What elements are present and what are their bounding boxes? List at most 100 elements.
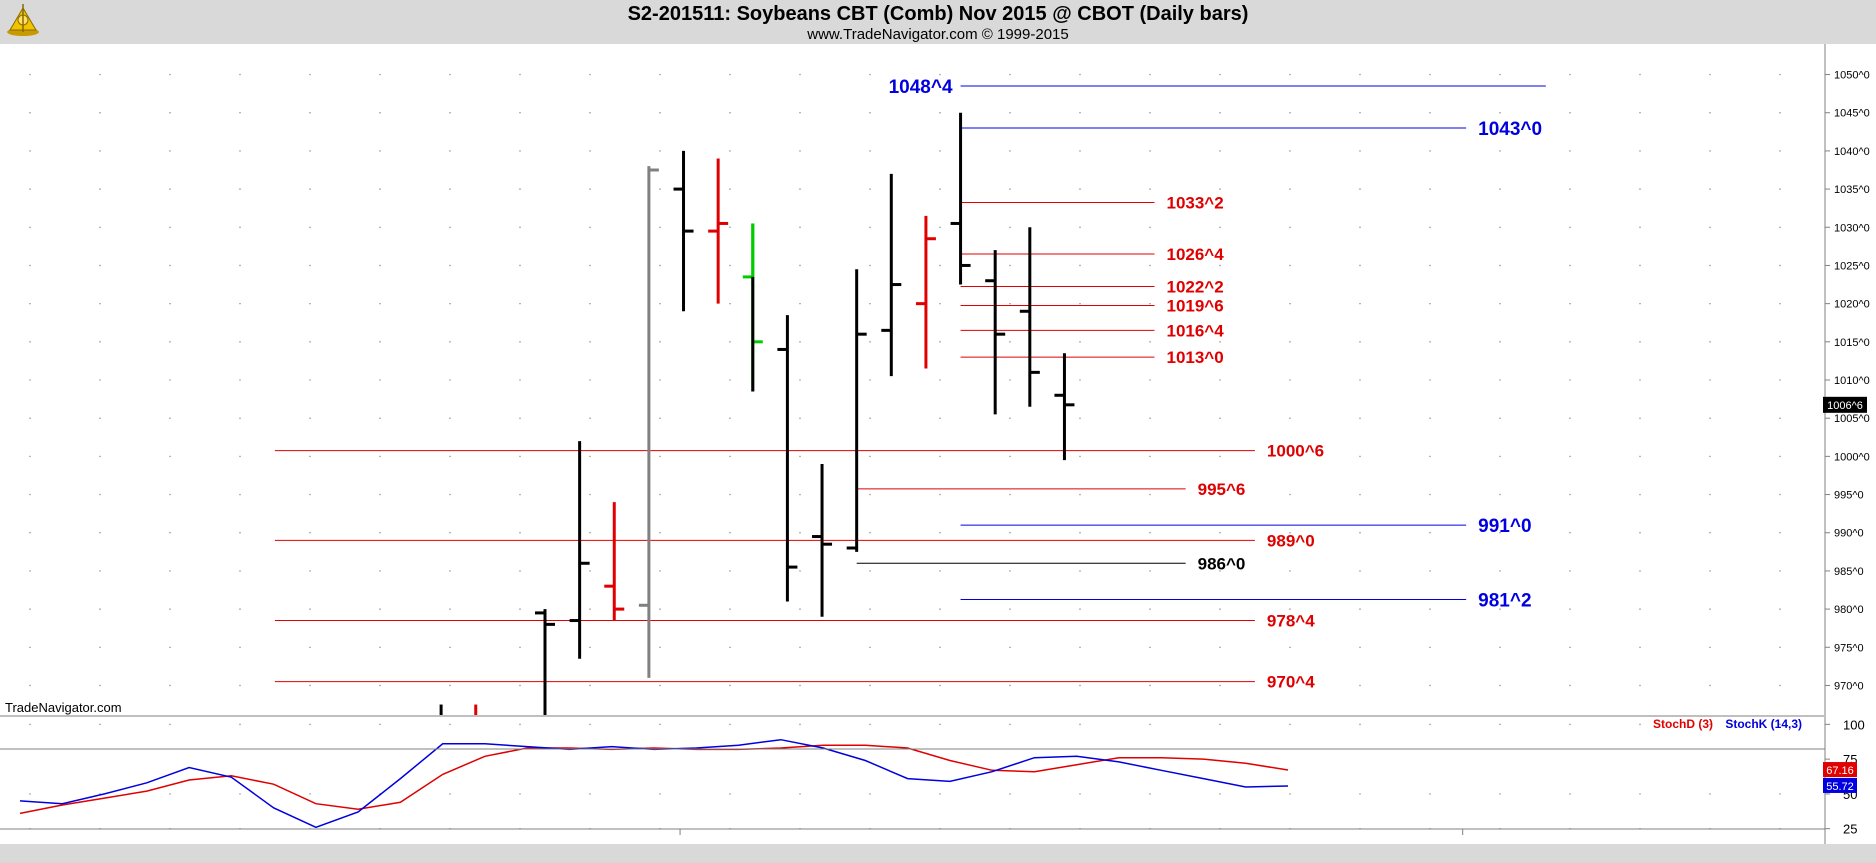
grid-dot: [169, 608, 171, 610]
grid-dot: [1569, 793, 1571, 795]
grid-dot: [29, 111, 31, 114]
grid-dot: [1569, 226, 1571, 229]
grid-dot: [1149, 188, 1151, 190]
grid-dot: [1289, 493, 1291, 496]
stoch-value-label: 55.72: [1826, 781, 1854, 793]
grid-dot: [1779, 379, 1781, 381]
grid-dot: [869, 793, 871, 795]
grid-dot: [1359, 302, 1361, 305]
grid-dot: [1359, 608, 1361, 610]
grid-dot: [799, 493, 801, 496]
grid-dot: [1499, 608, 1501, 610]
grid-dot: [449, 570, 451, 572]
grid-dot: [239, 226, 241, 229]
grid-dot: [1429, 417, 1431, 419]
grid-dot: [1359, 188, 1361, 190]
grid-dot: [309, 226, 311, 229]
grid-dot: [449, 188, 451, 190]
grid-dot: [1009, 608, 1011, 610]
grid-dot: [29, 684, 31, 687]
grid-dot: [449, 264, 451, 267]
grid-dot: [29, 455, 31, 458]
grid-dot: [1499, 341, 1501, 343]
grid-dot: [659, 379, 661, 381]
grid-dot: [939, 379, 941, 381]
grid-dot: [1079, 379, 1081, 381]
grid-dot: [659, 341, 661, 343]
grid-dot: [99, 570, 101, 572]
y-tick-label: 1035^0: [1834, 184, 1870, 196]
grid-dot: [1079, 111, 1081, 114]
grid-dot: [29, 73, 31, 76]
y-tick-label: 980^0: [1834, 604, 1864, 616]
grid-dot: [449, 341, 451, 343]
grid-dot: [379, 684, 381, 687]
grid-dot: [1149, 264, 1151, 267]
grid-dot: [379, 608, 381, 610]
grid-dot: [589, 302, 591, 305]
grid-dot: [169, 570, 171, 572]
grid-dot: [519, 493, 521, 496]
grid-dot: [869, 570, 871, 572]
x-axis-ticks: Jul-15Aug-15: [679, 829, 1464, 835]
grid-dot: [1779, 417, 1781, 419]
grid-dot: [869, 264, 871, 267]
grid-dot: [239, 493, 241, 496]
grid-dot: [1779, 302, 1781, 305]
grid-dot: [1009, 723, 1011, 726]
grid-dot: [29, 608, 31, 610]
grid-dot: [1499, 302, 1501, 305]
grid-dot: [869, 73, 871, 76]
grid-dot: [1709, 111, 1711, 114]
grid-dot: [939, 570, 941, 572]
grid-dot: [589, 150, 591, 152]
grid-dot: [1779, 493, 1781, 496]
grid-dot: [1289, 723, 1291, 726]
grid-dot: [1219, 111, 1221, 114]
grid-dot: [1429, 608, 1431, 610]
grid-dot: [1219, 493, 1221, 496]
grid-dot: [449, 226, 451, 229]
grid-dot: [1289, 341, 1291, 343]
grid-dot: [1779, 188, 1781, 190]
grid-dot: [1149, 111, 1151, 114]
grid-dot: [1779, 570, 1781, 572]
grid-dot: [869, 379, 871, 381]
grid-dot: [869, 608, 871, 610]
grid-dot: [1429, 493, 1431, 496]
grid-dot: [309, 417, 311, 419]
grid-dot: [729, 493, 731, 496]
grid-dot: [1359, 73, 1361, 76]
grid-dot: [869, 302, 871, 305]
grid-dot: [939, 455, 941, 458]
grid-dot: [239, 264, 241, 267]
grid-dot: [1009, 226, 1011, 229]
level-label: 1016^4: [1166, 321, 1224, 340]
grid-dot: [1499, 379, 1501, 381]
grid-dot: [519, 793, 521, 795]
grid-dot: [589, 264, 591, 267]
stoch-value-badge: [1823, 777, 1857, 793]
y-tick-label: 970^0: [1834, 680, 1864, 692]
grid-dot: [1219, 150, 1221, 152]
grid-dot: [1149, 793, 1151, 795]
y-tick-label: 25: [1843, 822, 1857, 837]
grid-dot: [1709, 608, 1711, 610]
grid-dot: [589, 493, 591, 496]
grid-dot: [729, 226, 731, 229]
grid-dot: [1709, 379, 1711, 381]
grid-dot: [449, 150, 451, 152]
grid-dot: [1359, 646, 1361, 649]
grid-dot: [519, 341, 521, 343]
y-tick-label: 1020^0: [1834, 299, 1870, 311]
grid-dot: [1779, 723, 1781, 726]
y-tick-label: 1010^0: [1834, 375, 1870, 387]
grid-dot: [799, 302, 801, 305]
grid-dot: [1149, 608, 1151, 610]
grid-dot: [1219, 455, 1221, 458]
price-y-axis-ticks: 1050^0 1045^0 1040^0 1035^0 1030^0 1025^0 1020…: [1825, 70, 1870, 692]
grid-dot: [239, 111, 241, 114]
grid-dot: [29, 264, 31, 267]
grid-dot: [1639, 150, 1641, 152]
level-label: 978^4: [1267, 612, 1315, 631]
